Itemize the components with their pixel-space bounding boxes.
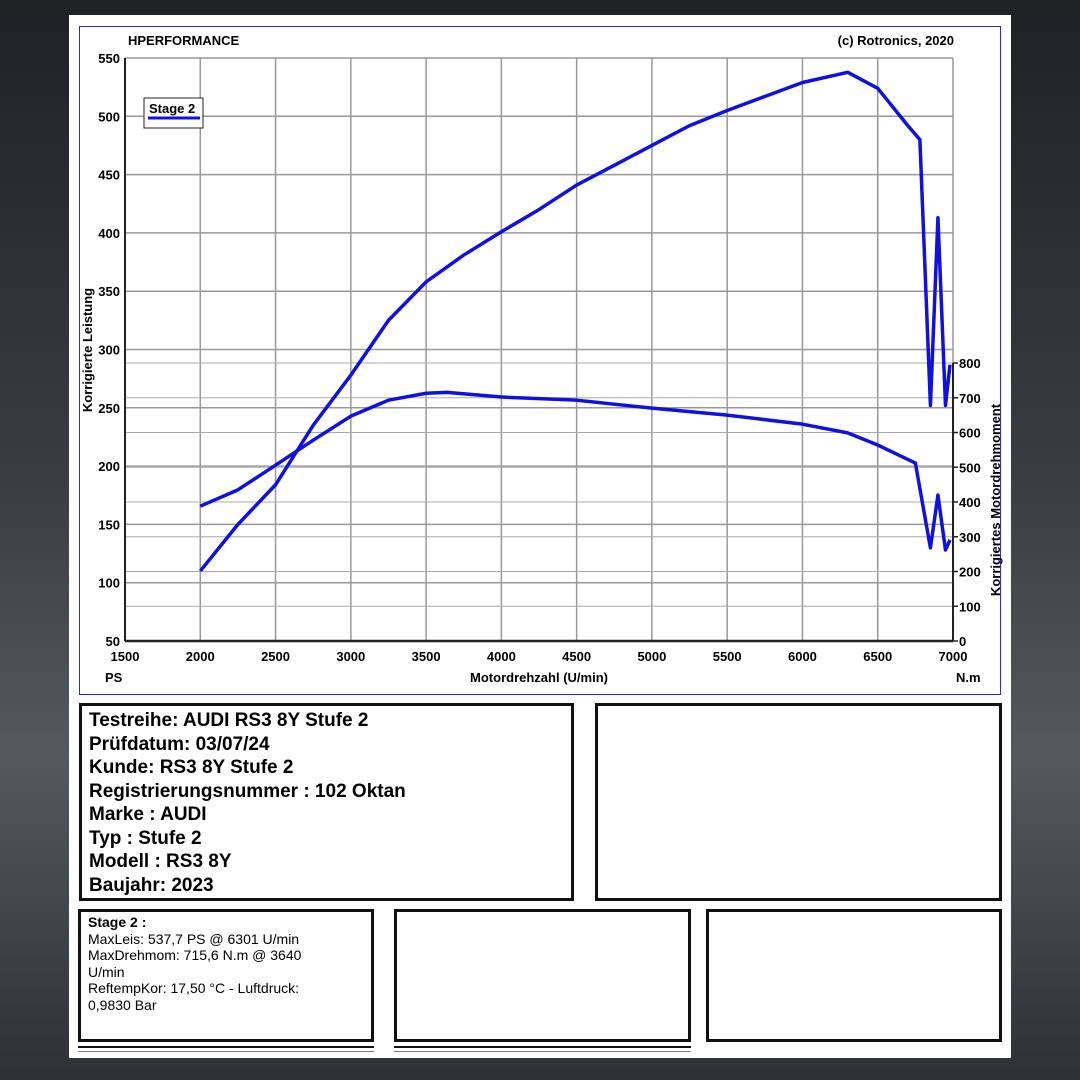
y2-tick-label: 100	[959, 599, 981, 614]
y2-tick-label: 400	[959, 495, 981, 510]
y-tick-label: 550	[98, 51, 120, 66]
y2-tick-label: 0	[959, 634, 966, 649]
x-tick-label: 1500	[111, 649, 140, 664]
y-tick-label: 200	[98, 459, 120, 474]
info-line: Registrierungsnummer : 102 Oktan	[89, 780, 406, 802]
summary-line: MaxDrehmom: 715,6 N.m @ 3640	[88, 947, 302, 963]
x-tick-label: 3000	[336, 649, 365, 664]
info-line: Baujahr: 2023	[89, 874, 214, 896]
empty-box-2	[394, 909, 691, 1042]
empty-box-1	[595, 703, 1002, 901]
power-line	[198, 70, 952, 573]
info-line: Prüfdatum: 03/07/24	[89, 733, 270, 755]
x-tick-label: 5000	[637, 649, 666, 664]
torque-line	[199, 390, 952, 552]
x-tick-label: 2000	[186, 649, 215, 664]
x-tick-label: 5500	[713, 649, 742, 664]
divider	[78, 1046, 374, 1052]
divider	[394, 1046, 691, 1052]
x-tick-label: 4000	[487, 649, 516, 664]
y-tick-label: 350	[98, 284, 120, 299]
x-unit-label: PS	[105, 670, 123, 685]
header-left: HPERFORMANCE	[128, 33, 240, 48]
info-line: Modell : RS3 8Y	[89, 851, 232, 872]
info-line: Marke : AUDI	[89, 804, 207, 825]
info-line: Testreihe: AUDI RS3 8Y Stufe 2	[89, 710, 369, 731]
summary-line: U/min	[88, 963, 125, 980]
y2-tick-label: 600	[959, 426, 981, 441]
y2-tick-label: 200	[959, 565, 981, 580]
y-tick-label: 450	[98, 168, 120, 183]
y-tick-label: 100	[98, 576, 120, 591]
x-tick-label: 4500	[562, 649, 591, 664]
x-tick-label: 3500	[412, 649, 441, 664]
y2-tick-label: 700	[959, 391, 981, 406]
summary-title: Stage 2 :	[88, 914, 147, 930]
y2-axis-label: Korrigiertes Motordrehmoment	[988, 403, 1003, 596]
legend-label: Stage 2	[149, 101, 195, 116]
header-right: (c) Rotronics, 2020	[837, 33, 954, 48]
chart-frame	[79, 26, 1001, 695]
summary-box: Stage 2 : MaxLeis: 537,7 PS @ 6301 U/min M…	[78, 909, 374, 1042]
y2-tick-label: 800	[959, 356, 981, 371]
info-line: Typ : Stufe 2	[89, 827, 202, 849]
y-tick-label: 150	[98, 517, 120, 532]
x-axis-label: Motordrehzahl (U/min)	[470, 670, 608, 685]
y-tick-label: 500	[98, 109, 120, 124]
empty-box-3	[706, 909, 1002, 1042]
x-tick-label: 6500	[863, 649, 892, 664]
y2-tick-label: 500	[959, 460, 981, 475]
summary-line: MaxLeis: 537,7 PS @ 6301 U/min	[88, 930, 300, 947]
y-tick-label: 50	[106, 634, 120, 649]
y2-unit-label: N.m	[956, 670, 981, 685]
y-tick-label: 400	[98, 226, 120, 241]
y-tick-label: 300	[98, 343, 120, 358]
summary-line: ReftempKor: 17,50 °C - Luftdruck:	[88, 980, 300, 996]
y-tick-label: 250	[98, 401, 120, 416]
test-info-box: Testreihe: AUDI RS3 8Y Stufe 2 Prüfdatum:…	[79, 703, 574, 901]
legend-box	[143, 97, 204, 129]
info-line: Kunde: RS3 8Y Stufe 2	[89, 757, 294, 778]
y-axis-label: Korrigierte Leistung	[80, 288, 95, 412]
x-tick-label: 6000	[788, 649, 817, 664]
x-tick-label: 7000	[939, 649, 968, 664]
summary-line: 0,9830 Bar	[88, 996, 157, 1013]
y2-tick-label: 300	[959, 530, 981, 545]
x-tick-label: 2500	[261, 649, 290, 664]
